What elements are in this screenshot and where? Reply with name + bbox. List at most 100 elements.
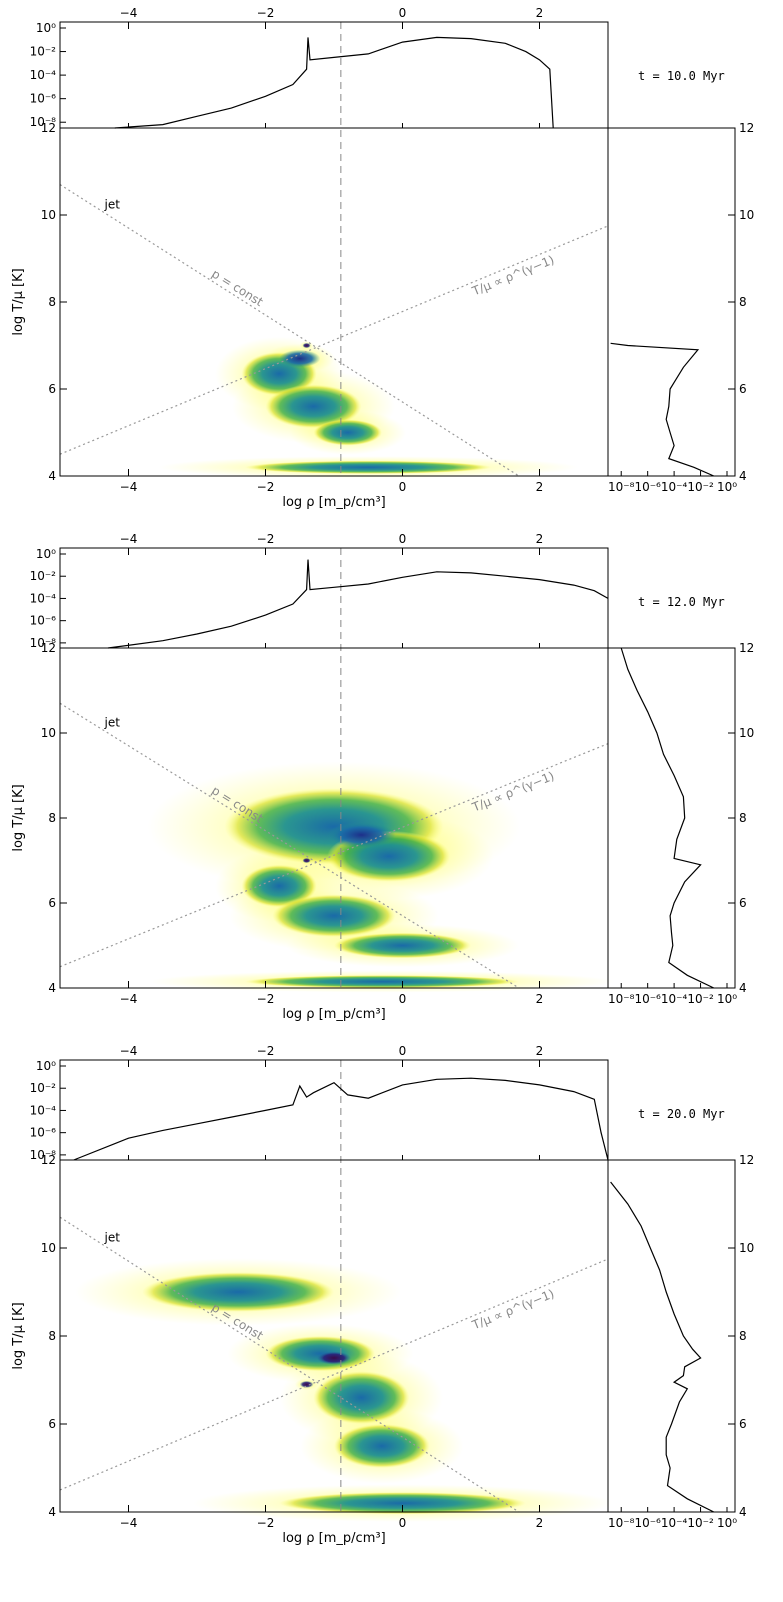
side-pdf-tick-label: 10⁻² <box>687 1516 714 1530</box>
pdf-y-tick-label: 10⁻² <box>30 569 57 583</box>
y-tick-label: 8 <box>48 811 56 825</box>
heatmap-blob <box>272 894 396 937</box>
x-tick-label-top: 2 <box>536 532 544 546</box>
y-tick-label: 6 <box>48 382 56 396</box>
x-tick-label: −2 <box>257 1516 275 1530</box>
pdf-y-tick-label: 10⁻² <box>30 45 57 59</box>
pdf-y-tick-label: 10⁻⁶ <box>30 1126 57 1140</box>
x-tick-label-top: 0 <box>399 1044 407 1058</box>
side-pdf-tick-label: 10⁻² <box>687 480 714 494</box>
heatmap-blob <box>313 1371 410 1424</box>
y-tick-label-right: 12 <box>739 1153 754 1167</box>
x-tick-label: 0 <box>399 1516 407 1530</box>
pressure-const-line <box>59 184 520 477</box>
y-tick-label-right: 12 <box>739 121 754 135</box>
y-tick-label: 6 <box>48 1417 56 1431</box>
density-pdf-curve <box>107 559 609 649</box>
density-pdf-curve <box>73 1077 609 1161</box>
pdf-y-tick-label: 10⁻⁸ <box>30 1148 57 1162</box>
y-tick-label-right: 4 <box>739 1505 747 1519</box>
time-label: t = 20.0 Myr <box>638 1107 725 1121</box>
y-tick-label-right: 4 <box>739 981 747 995</box>
y-tick-label: 4 <box>48 469 56 483</box>
y-tick-label: 8 <box>48 295 56 309</box>
pdf-y-tick-label: 10⁻⁴ <box>30 591 57 605</box>
x-tick-label: 0 <box>399 992 407 1006</box>
x-tick-label: 2 <box>536 992 544 1006</box>
y-tick-label: 6 <box>48 896 56 910</box>
heatmap-blob <box>265 1336 376 1372</box>
density-pdf-frame <box>59 547 609 649</box>
annotation-jet: jet <box>104 716 121 730</box>
y-tick-label-right: 10 <box>739 726 754 740</box>
y-tick-label-right: 10 <box>739 208 754 222</box>
temperature-pdf-frame <box>607 1159 736 1513</box>
pdf-y-tick-label: 10⁻⁸ <box>30 115 57 129</box>
y-tick-label-right: 6 <box>739 382 747 396</box>
x-axis-title: log ρ [m_p/cm³] <box>282 1531 385 1546</box>
heatmap-blob <box>244 975 519 988</box>
y-tick-label: 12 <box>41 641 56 655</box>
x-tick-label-top: −4 <box>120 1044 138 1058</box>
x-tick-label-top: −4 <box>120 6 138 20</box>
x-tick-label-top: −2 <box>257 532 275 546</box>
x-tick-label-top: −4 <box>120 532 138 546</box>
y-axis-title: log T/μ [K] <box>11 1302 26 1369</box>
y-tick-label: 12 <box>41 1153 56 1167</box>
pdf-y-tick-label: 10⁻⁶ <box>30 614 57 628</box>
y-axis-title: log T/μ [K] <box>11 784 26 851</box>
x-tick-label-top: −2 <box>257 6 275 20</box>
y-tick-label: 10 <box>41 726 56 740</box>
x-axis-title: log ρ [m_p/cm³] <box>282 1007 385 1022</box>
y-tick-label-right: 8 <box>739 1329 747 1343</box>
side-pdf-tick-label: 10⁰ <box>717 1516 737 1530</box>
y-tick-label: 4 <box>48 1505 56 1519</box>
panel-1: jet p = const T/μ ∝ ρ^(γ−1) −4 −4 −2 −2 0 0 2 2 4 4 6… <box>11 6 754 510</box>
heatmap-blob <box>327 822 396 848</box>
adiabat-line <box>59 743 609 968</box>
pdf-y-tick-label: 10⁻⁸ <box>30 636 57 650</box>
y-tick-label-right: 6 <box>739 896 747 910</box>
density-pdf-frame <box>59 1059 609 1161</box>
x-tick-label-top: 0 <box>399 532 407 546</box>
pdf-y-tick-label: 10⁻⁴ <box>30 68 57 82</box>
annotation-adiabat: T/μ ∝ ρ^(γ−1) <box>469 253 556 299</box>
x-tick-label: −4 <box>120 1516 138 1530</box>
annotation-adiabat: T/μ ∝ ρ^(γ−1) <box>469 1287 556 1333</box>
side-pdf-tick-label: 10⁻⁴ <box>661 992 688 1006</box>
heatmap-blob <box>244 460 492 474</box>
y-tick-label-right: 8 <box>739 295 747 309</box>
y-tick-label: 8 <box>48 1329 56 1343</box>
density-pdf-curve <box>114 36 554 129</box>
side-pdf-tick-label: 10⁻⁶ <box>634 480 661 494</box>
temperature-pdf-curve <box>610 342 715 477</box>
heatmap-blob <box>316 1351 352 1365</box>
adiabat-line <box>59 225 609 455</box>
heatmap-blob <box>334 932 471 959</box>
x-tick-label-top: −2 <box>257 1044 275 1058</box>
temperature-pdf-curve <box>610 1181 715 1513</box>
time-label: t = 12.0 Myr <box>638 595 725 609</box>
y-tick-label: 10 <box>41 1241 56 1255</box>
annotation-jet: jet <box>104 1230 121 1244</box>
x-tick-label: −2 <box>257 992 275 1006</box>
side-pdf-tick-label: 10⁻⁸ <box>608 992 635 1006</box>
side-pdf-tick-label: 10⁻⁶ <box>634 992 661 1006</box>
heatmap-blob <box>299 1380 314 1388</box>
pressure-const-line <box>59 702 520 989</box>
y-axis-title: log T/μ [K] <box>11 268 26 335</box>
y-tick-label: 4 <box>48 981 56 995</box>
y-tick-label-right: 4 <box>739 469 747 483</box>
side-pdf-tick-label: 10⁻⁶ <box>634 1516 661 1530</box>
side-pdf-tick-label: 10⁻⁴ <box>661 1516 688 1530</box>
adiabat-line <box>59 1258 609 1491</box>
time-label: t = 10.0 Myr <box>638 69 725 83</box>
heatmap-blob <box>334 1424 430 1468</box>
pdf-y-tick-label: 10⁰ <box>36 1059 56 1073</box>
y-tick-label-right: 12 <box>739 641 754 655</box>
x-tick-label: 2 <box>536 480 544 494</box>
heatmap-blob <box>302 857 311 864</box>
